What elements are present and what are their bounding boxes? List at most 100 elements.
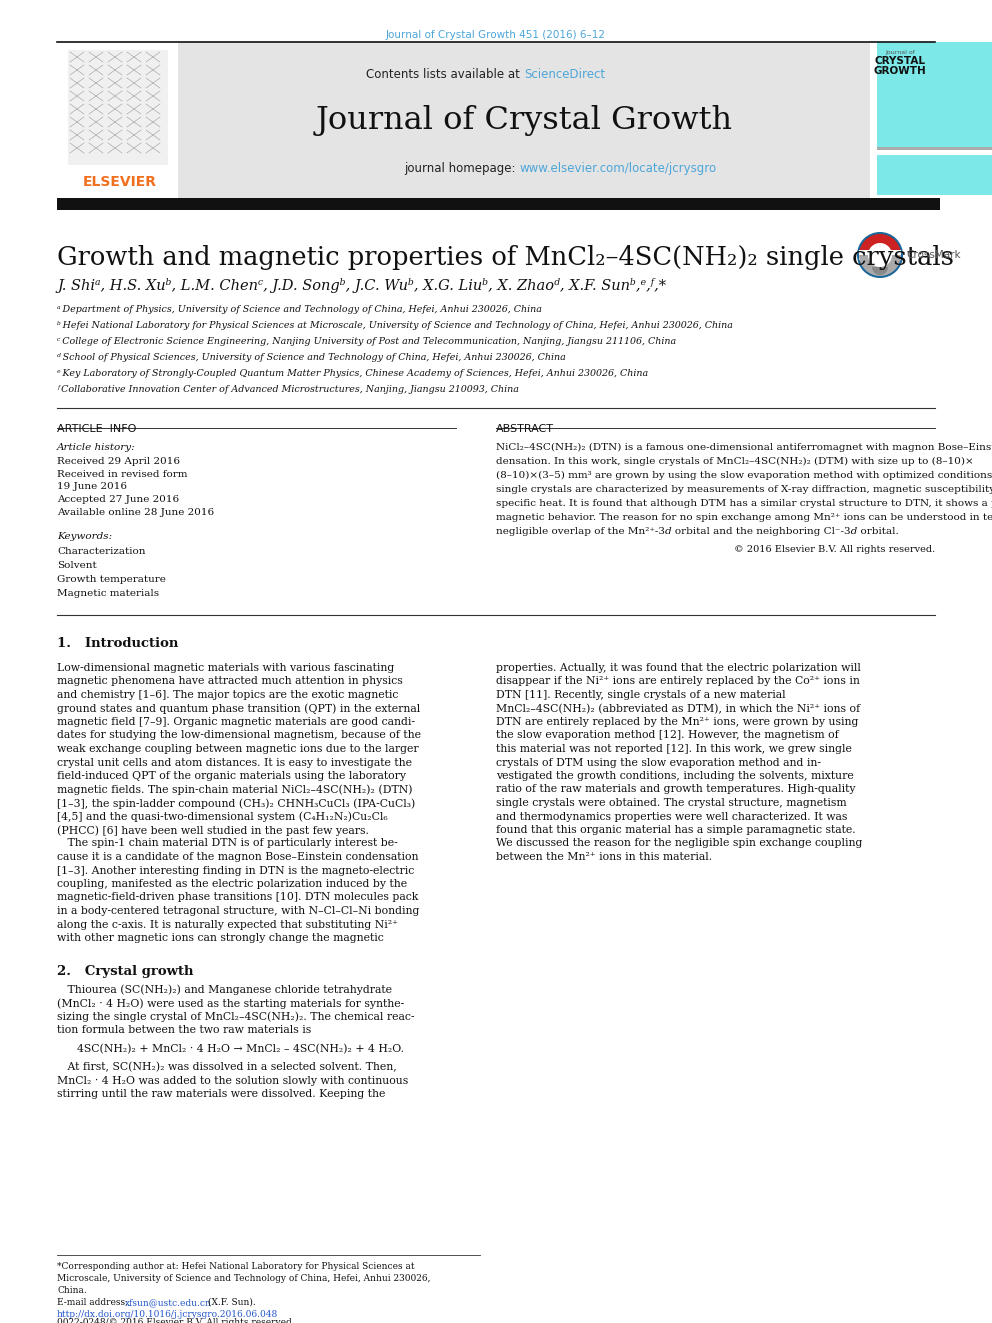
Text: DTN are entirely replaced by the Mn²⁺ ions, were grown by using: DTN are entirely replaced by the Mn²⁺ io… xyxy=(496,717,858,728)
Text: Solvent: Solvent xyxy=(57,561,97,570)
Text: disappear if the Ni²⁺ ions are entirely replaced by the Co²⁺ ions in: disappear if the Ni²⁺ ions are entirely … xyxy=(496,676,860,687)
Text: [1–3], the spin-ladder compound (CH₃)₂ CHNH₃CuCl₃ (IPA-CuCl₃): [1–3], the spin-ladder compound (CH₃)₂ C… xyxy=(57,798,416,808)
Text: the slow evaporation method [12]. However, the magnetism of: the slow evaporation method [12]. Howeve… xyxy=(496,730,839,741)
Text: DTN [11]. Recently, single crystals of a new material: DTN [11]. Recently, single crystals of a… xyxy=(496,691,786,700)
Text: © 2016 Elsevier B.V. All rights reserved.: © 2016 Elsevier B.V. All rights reserved… xyxy=(734,545,935,554)
Text: properties. Actually, it was found that the electric polarization will: properties. Actually, it was found that … xyxy=(496,663,861,673)
Text: field-induced QPT of the organic materials using the laboratory: field-induced QPT of the organic materia… xyxy=(57,771,406,781)
Text: magnetic-field-driven phase transitions [10]. DTN molecules pack: magnetic-field-driven phase transitions … xyxy=(57,893,419,902)
Text: Received 29 April 2016: Received 29 April 2016 xyxy=(57,456,180,466)
Text: Growth and magnetic properties of MnCl₂–4SC(NH₂)₂ single crystals: Growth and magnetic properties of MnCl₂–… xyxy=(57,245,954,270)
Text: E-mail address:: E-mail address: xyxy=(57,1298,131,1307)
Text: (8–10)×(3–5) mm³ are grown by using the slow evaporation method with optimized c: (8–10)×(3–5) mm³ are grown by using the … xyxy=(496,471,992,480)
Text: coupling, manifested as the electric polarization induced by the: coupling, manifested as the electric pol… xyxy=(57,878,407,889)
Text: ᵃ Department of Physics, University of Science and Technology of China, Hefei, A: ᵃ Department of Physics, University of S… xyxy=(57,306,542,314)
Text: specific heat. It is found that although DTM has a similar crystal structure to : specific heat. It is found that although… xyxy=(496,499,992,508)
Text: Article history:: Article history: xyxy=(57,443,136,452)
Text: Thiourea (SC(NH₂)₂) and Manganese chloride tetrahydrate: Thiourea (SC(NH₂)₂) and Manganese chlori… xyxy=(57,984,392,995)
Text: single crystals were obtained. The crystal structure, magnetism: single crystals were obtained. The cryst… xyxy=(496,798,846,808)
Text: ground states and quantum phase transition (QPT) in the external: ground states and quantum phase transiti… xyxy=(57,704,421,714)
Text: sizing the single crystal of MnCl₂–4SC(NH₂)₂. The chemical reac-: sizing the single crystal of MnCl₂–4SC(N… xyxy=(57,1012,415,1023)
Text: ELSEVIER: ELSEVIER xyxy=(83,175,157,189)
Text: Low-dimensional magnetic materials with various fascinating: Low-dimensional magnetic materials with … xyxy=(57,663,394,673)
Text: We discussed the reason for the negligible spin exchange coupling: We discussed the reason for the negligib… xyxy=(496,839,862,848)
Text: 0022-0248/© 2016 Elsevier B.V. All rights reserved.: 0022-0248/© 2016 Elsevier B.V. All right… xyxy=(57,1318,295,1323)
Bar xyxy=(57,198,940,210)
Circle shape xyxy=(868,243,892,267)
Text: ABSTRACT: ABSTRACT xyxy=(496,423,554,434)
Text: crystals of DTM using the slow evaporation method and in-: crystals of DTM using the slow evaporati… xyxy=(496,758,821,767)
Text: CRYSTAL: CRYSTAL xyxy=(875,56,926,66)
Text: (MnCl₂ · 4 H₂O) were used as the starting materials for synthe-: (MnCl₂ · 4 H₂O) were used as the startin… xyxy=(57,998,405,1008)
Text: in a body-centered tetragonal structure, with N–Cl–Cl–Ni bonding: in a body-centered tetragonal structure,… xyxy=(57,906,420,916)
Text: http://dx.doi.org/10.1016/j.jcrysgro.2016.06.048: http://dx.doi.org/10.1016/j.jcrysgro.201… xyxy=(57,1310,278,1319)
Text: magnetic phenomena have attracted much attention in physics: magnetic phenomena have attracted much a… xyxy=(57,676,403,687)
Text: Growth temperature: Growth temperature xyxy=(57,576,166,583)
Text: ᵇ Hefei National Laboratory for Physical Sciences at Microscale, University of S: ᵇ Hefei National Laboratory for Physical… xyxy=(57,321,733,329)
Text: Microscale, University of Science and Technology of China, Hefei, Anhui 230026,: Microscale, University of Science and Te… xyxy=(57,1274,431,1283)
Text: found that this organic material has a simple paramagnetic state.: found that this organic material has a s… xyxy=(496,826,856,835)
Text: along the c-axis. It is naturally expected that substituting Ni²⁺: along the c-axis. It is naturally expect… xyxy=(57,919,398,930)
Text: (PHCC) [6] have been well studied in the past few years.: (PHCC) [6] have been well studied in the… xyxy=(57,826,369,836)
Text: dates for studying the low-dimensional magnetism, because of the: dates for studying the low-dimensional m… xyxy=(57,730,421,741)
Text: cause it is a candidate of the magnon Bose–Einstein condensation: cause it is a candidate of the magnon Bo… xyxy=(57,852,419,863)
Text: ᶜ College of Electronic Science Engineering, Nanjing University of Post and Tele: ᶜ College of Electronic Science Engineer… xyxy=(57,337,677,347)
Text: 1.   Introduction: 1. Introduction xyxy=(57,636,179,650)
Text: magnetic behavior. The reason for no spin exchange among Mn²⁺ ions can be unders: magnetic behavior. The reason for no spi… xyxy=(496,513,992,523)
Text: Available online 28 June 2016: Available online 28 June 2016 xyxy=(57,508,214,517)
Text: this material was not reported [12]. In this work, we grew single: this material was not reported [12]. In … xyxy=(496,744,852,754)
Text: and chemistry [1–6]. The major topics are the exotic magnetic: and chemistry [1–6]. The major topics ar… xyxy=(57,691,399,700)
Text: crystal unit cells and atom distances. It is easy to investigate the: crystal unit cells and atom distances. I… xyxy=(57,758,412,767)
Text: single crystals are characterized by measurements of X-ray diffraction, magnetic: single crystals are characterized by mea… xyxy=(496,486,992,493)
Bar xyxy=(877,147,992,149)
Text: www.elsevier.com/locate/jcrysgro: www.elsevier.com/locate/jcrysgro xyxy=(519,161,716,175)
Text: ᶠ Collaborative Innovation Center of Advanced Microstructures, Nanjing, Jiangsu : ᶠ Collaborative Innovation Center of Adv… xyxy=(57,385,519,394)
Text: ᵉ Key Laboratory of Strongly-Coupled Quantum Matter Physics, Chinese Academy of : ᵉ Key Laboratory of Strongly-Coupled Qua… xyxy=(57,369,648,378)
Text: Journal of Crystal Growth: Journal of Crystal Growth xyxy=(315,105,732,136)
Text: The spin-1 chain material DTN is of particularly interest be-: The spin-1 chain material DTN is of part… xyxy=(57,839,398,848)
Text: ratio of the raw materials and growth temperatures. High-quality: ratio of the raw materials and growth te… xyxy=(496,785,855,795)
Bar xyxy=(68,50,168,165)
Text: China.: China. xyxy=(57,1286,86,1295)
Text: Journal of: Journal of xyxy=(885,50,915,56)
Text: CrossMark: CrossMark xyxy=(906,250,960,261)
Text: magnetic field [7–9]. Organic magnetic materials are good candi-: magnetic field [7–9]. Organic magnetic m… xyxy=(57,717,415,728)
Text: ScienceDirect: ScienceDirect xyxy=(524,67,605,81)
Text: densation. In this work, single crystals of MnCl₂–4SC(NH₂)₂ (DTM) with size up t: densation. In this work, single crystals… xyxy=(496,456,974,466)
Bar xyxy=(877,42,992,147)
Text: with other magnetic ions can strongly change the magnetic: with other magnetic ions can strongly ch… xyxy=(57,933,384,943)
Text: magnetic fields. The spin-chain material NiCl₂–4SC(NH₂)₂ (DTN): magnetic fields. The spin-chain material… xyxy=(57,785,413,795)
Text: tion formula between the two raw materials is: tion formula between the two raw materia… xyxy=(57,1025,311,1035)
Text: negligible overlap of the Mn²⁺-3𝑑 orbital and the neighboring Cl⁻-3𝑑 orbital.: negligible overlap of the Mn²⁺-3𝑑 orbita… xyxy=(496,527,899,536)
Text: [1–3]. Another interesting finding in DTN is the magneto-electric: [1–3]. Another interesting finding in DT… xyxy=(57,865,415,876)
Text: between the Mn²⁺ ions in this material.: between the Mn²⁺ ions in this material. xyxy=(496,852,712,863)
Text: Magnetic materials: Magnetic materials xyxy=(57,589,159,598)
Circle shape xyxy=(857,232,903,278)
Text: (X.F. Sun).: (X.F. Sun). xyxy=(205,1298,256,1307)
Text: vestigated the growth conditions, including the solvents, mixture: vestigated the growth conditions, includ… xyxy=(496,771,854,781)
Bar xyxy=(877,155,992,194)
Text: 19 June 2016: 19 June 2016 xyxy=(57,482,127,491)
Text: Journal of Crystal Growth 451 (2016) 6–12: Journal of Crystal Growth 451 (2016) 6–1… xyxy=(386,30,606,40)
Text: journal homepage:: journal homepage: xyxy=(404,161,519,175)
Bar xyxy=(859,250,901,261)
Text: 4SC(NH₂)₂ + MnCl₂ · 4 H₂O → MnCl₂ – 4SC(NH₂)₂ + 4 H₂O.: 4SC(NH₂)₂ + MnCl₂ · 4 H₂O → MnCl₂ – 4SC(… xyxy=(77,1044,404,1054)
Text: MnCl₂ · 4 H₂O was added to the solution slowly with continuous: MnCl₂ · 4 H₂O was added to the solution … xyxy=(57,1076,409,1085)
Text: ARTICLE  INFO: ARTICLE INFO xyxy=(57,423,136,434)
Text: ᵈ School of Physical Sciences, University of Science and Technology of China, He: ᵈ School of Physical Sciences, Universit… xyxy=(57,353,565,363)
Text: At first, SC(NH₂)₂ was dissolved in a selected solvent. Then,: At first, SC(NH₂)₂ was dissolved in a se… xyxy=(57,1062,397,1073)
Text: and thermodynamics properties were well characterized. It was: and thermodynamics properties were well … xyxy=(496,811,847,822)
Text: stirring until the raw materials were dissolved. Keeping the: stirring until the raw materials were di… xyxy=(57,1089,385,1099)
Wedge shape xyxy=(859,234,901,255)
Bar xyxy=(178,42,870,200)
Text: [4,5] and the quasi-two-dimensional system (C₄H₁₂N₂)Cu₂Cl₆: [4,5] and the quasi-two-dimensional syst… xyxy=(57,811,388,822)
Text: MnCl₂–4SC(NH₂)₂ (abbreviated as DTM), in which the Ni²⁺ ions of: MnCl₂–4SC(NH₂)₂ (abbreviated as DTM), in… xyxy=(496,704,860,714)
Text: GROWTH: GROWTH xyxy=(874,66,927,75)
Text: J. Shiᵃ, H.S. Xuᵇ, L.M. Chenᶜ, J.D. Songᵇ, J.C. Wuᵇ, X.G. Liuᵇ, X. Zhaoᵈ, X.F. S: J. Shiᵃ, H.S. Xuᵇ, L.M. Chenᶜ, J.D. Song… xyxy=(57,278,666,292)
Text: NiCl₂–4SC(NH₂)₂ (DTN) is a famous one-dimensional antiferromagnet with magnon Bo: NiCl₂–4SC(NH₂)₂ (DTN) is a famous one-di… xyxy=(496,443,992,452)
Bar xyxy=(57,42,178,200)
Text: Received in revised form: Received in revised form xyxy=(57,470,187,479)
Text: Accepted 27 June 2016: Accepted 27 June 2016 xyxy=(57,495,180,504)
Text: Characterization: Characterization xyxy=(57,546,146,556)
Wedge shape xyxy=(859,255,901,277)
